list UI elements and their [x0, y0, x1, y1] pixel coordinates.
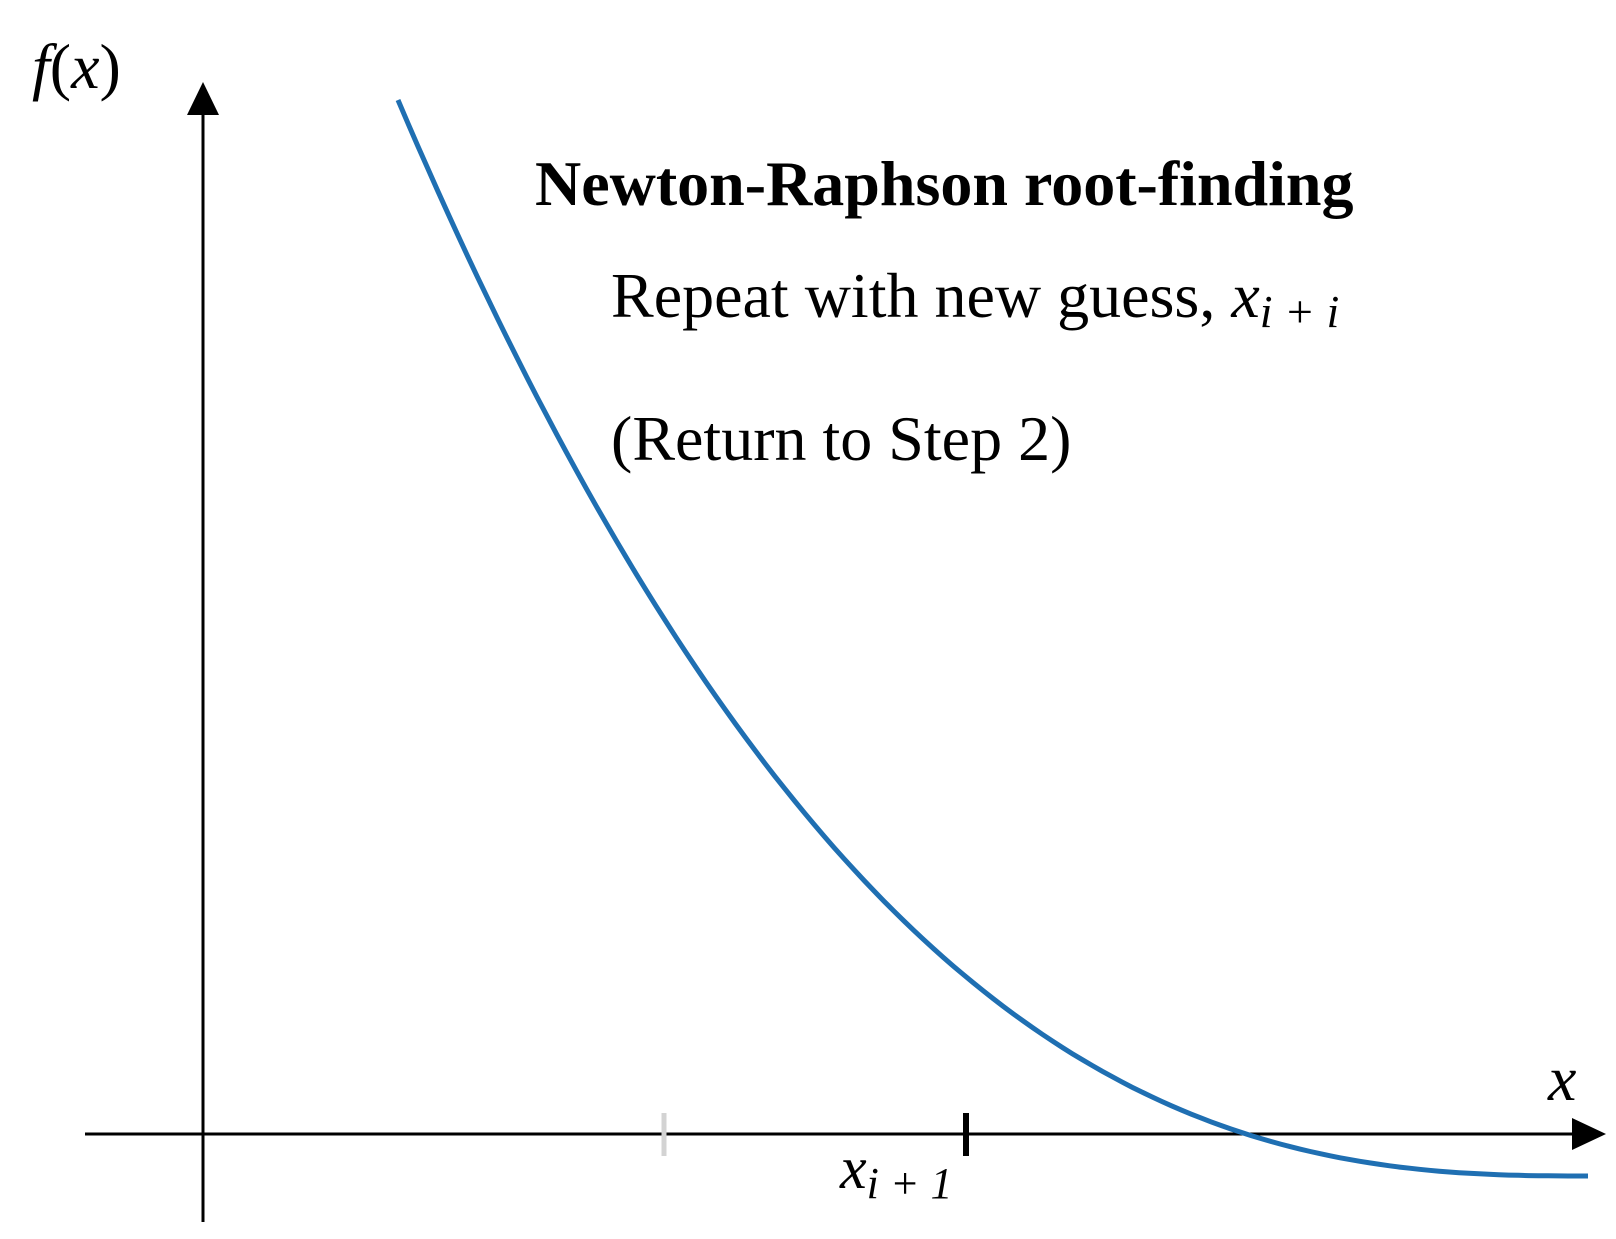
step-text-var: x	[1230, 260, 1259, 331]
y-axis-arrowhead	[187, 82, 219, 115]
diagram-title: Newton-Raphson root-finding	[535, 148, 1354, 219]
tick-label: xi + 1	[839, 1135, 953, 1208]
step-text: Repeat with new guess, xi + i	[611, 260, 1339, 337]
step-text-prefix: Repeat with new guess,	[611, 260, 1231, 331]
y-axis-label-close: )	[100, 31, 121, 102]
step-text-subscript: i + i	[1260, 286, 1340, 337]
tick-label-var: x	[839, 1135, 867, 1201]
return-text: (Return to Step 2)	[611, 403, 1071, 474]
function-curve	[395, 99, 1588, 1179]
y-axis-label: f(x)	[32, 31, 121, 102]
tick-label-subscript: i + 1	[867, 1159, 953, 1208]
y-axis-label-var: x	[70, 31, 99, 102]
y-axis-label-open: (	[50, 31, 71, 102]
x-axis-label: x	[1547, 1043, 1576, 1114]
x-axis-arrowhead	[1572, 1118, 1606, 1150]
